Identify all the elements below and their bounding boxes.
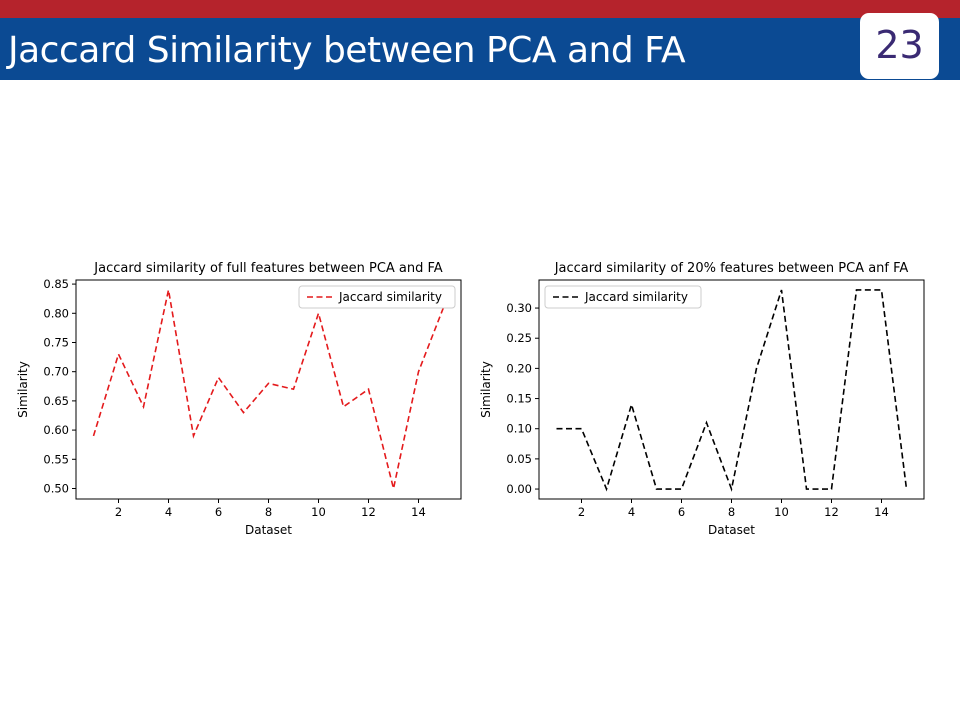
y-tick-label: 0.05: [506, 452, 532, 466]
slide-title: Jaccard Similarity between PCA and FA: [8, 30, 686, 71]
x-tick-label: 12: [824, 505, 839, 519]
x-tick-label: 10: [311, 505, 326, 519]
y-tick-label: 0.75: [43, 335, 69, 349]
x-tick-label: 8: [728, 505, 735, 519]
legend-label: Jaccard similarity: [584, 290, 688, 304]
chart-full-features: Jaccard similarity of full features betw…: [16, 261, 462, 537]
x-axis-label: Dataset: [245, 523, 292, 537]
x-tick-label: 6: [678, 505, 685, 519]
y-tick-label: 0.00: [506, 482, 532, 496]
series-line: [92, 289, 445, 489]
x-tick-label: 2: [115, 505, 122, 519]
x-tick-label: 2: [578, 505, 585, 519]
y-tick-label: 0.15: [506, 392, 532, 406]
x-tick-label: 14: [874, 505, 889, 519]
x-tick-label: 4: [165, 505, 172, 519]
y-tick-label: 0.30: [506, 301, 532, 315]
title-band: [0, 18, 960, 80]
x-tick-label: 12: [361, 505, 376, 519]
y-tick-label: 0.25: [506, 331, 532, 345]
y-tick-label: 0.80: [43, 306, 69, 320]
y-tick-label: 0.10: [506, 422, 532, 436]
plot-area-frame: [538, 279, 925, 500]
plot-area-frame: [75, 279, 462, 500]
legend-box: [298, 285, 456, 309]
chart-title: Jaccard similarity of 20% features betwe…: [554, 261, 909, 276]
page-number: 23: [875, 23, 924, 67]
y-tick-label: 0.55: [43, 452, 69, 466]
y-tick-label: 0.60: [43, 423, 69, 437]
legend-box: [544, 285, 702, 309]
series-line: [556, 289, 908, 492]
top-accent-bar: [0, 0, 960, 18]
x-axis-label: Dataset: [708, 523, 755, 537]
x-tick-label: 6: [215, 505, 222, 519]
y-tick-label: 0.20: [506, 361, 532, 375]
x-tick-label: 14: [411, 505, 426, 519]
page-number-box: 23: [860, 13, 939, 79]
x-tick-label: 8: [265, 505, 272, 519]
y-axis-label: Similarity: [16, 361, 30, 418]
y-tick-label: 0.70: [43, 365, 69, 379]
x-tick-label: 10: [774, 505, 789, 519]
chart-title: Jaccard similarity of full features betw…: [93, 261, 443, 276]
x-tick-label: 4: [628, 505, 635, 519]
y-tick-label: 0.65: [43, 394, 69, 408]
y-tick-label: 0.85: [43, 277, 69, 291]
y-axis-label: Similarity: [479, 361, 493, 418]
chart-20pct-features: Jaccard similarity of 20% features betwe…: [479, 261, 925, 537]
y-tick-label: 0.50: [43, 481, 69, 495]
legend-label: Jaccard similarity: [338, 290, 442, 304]
